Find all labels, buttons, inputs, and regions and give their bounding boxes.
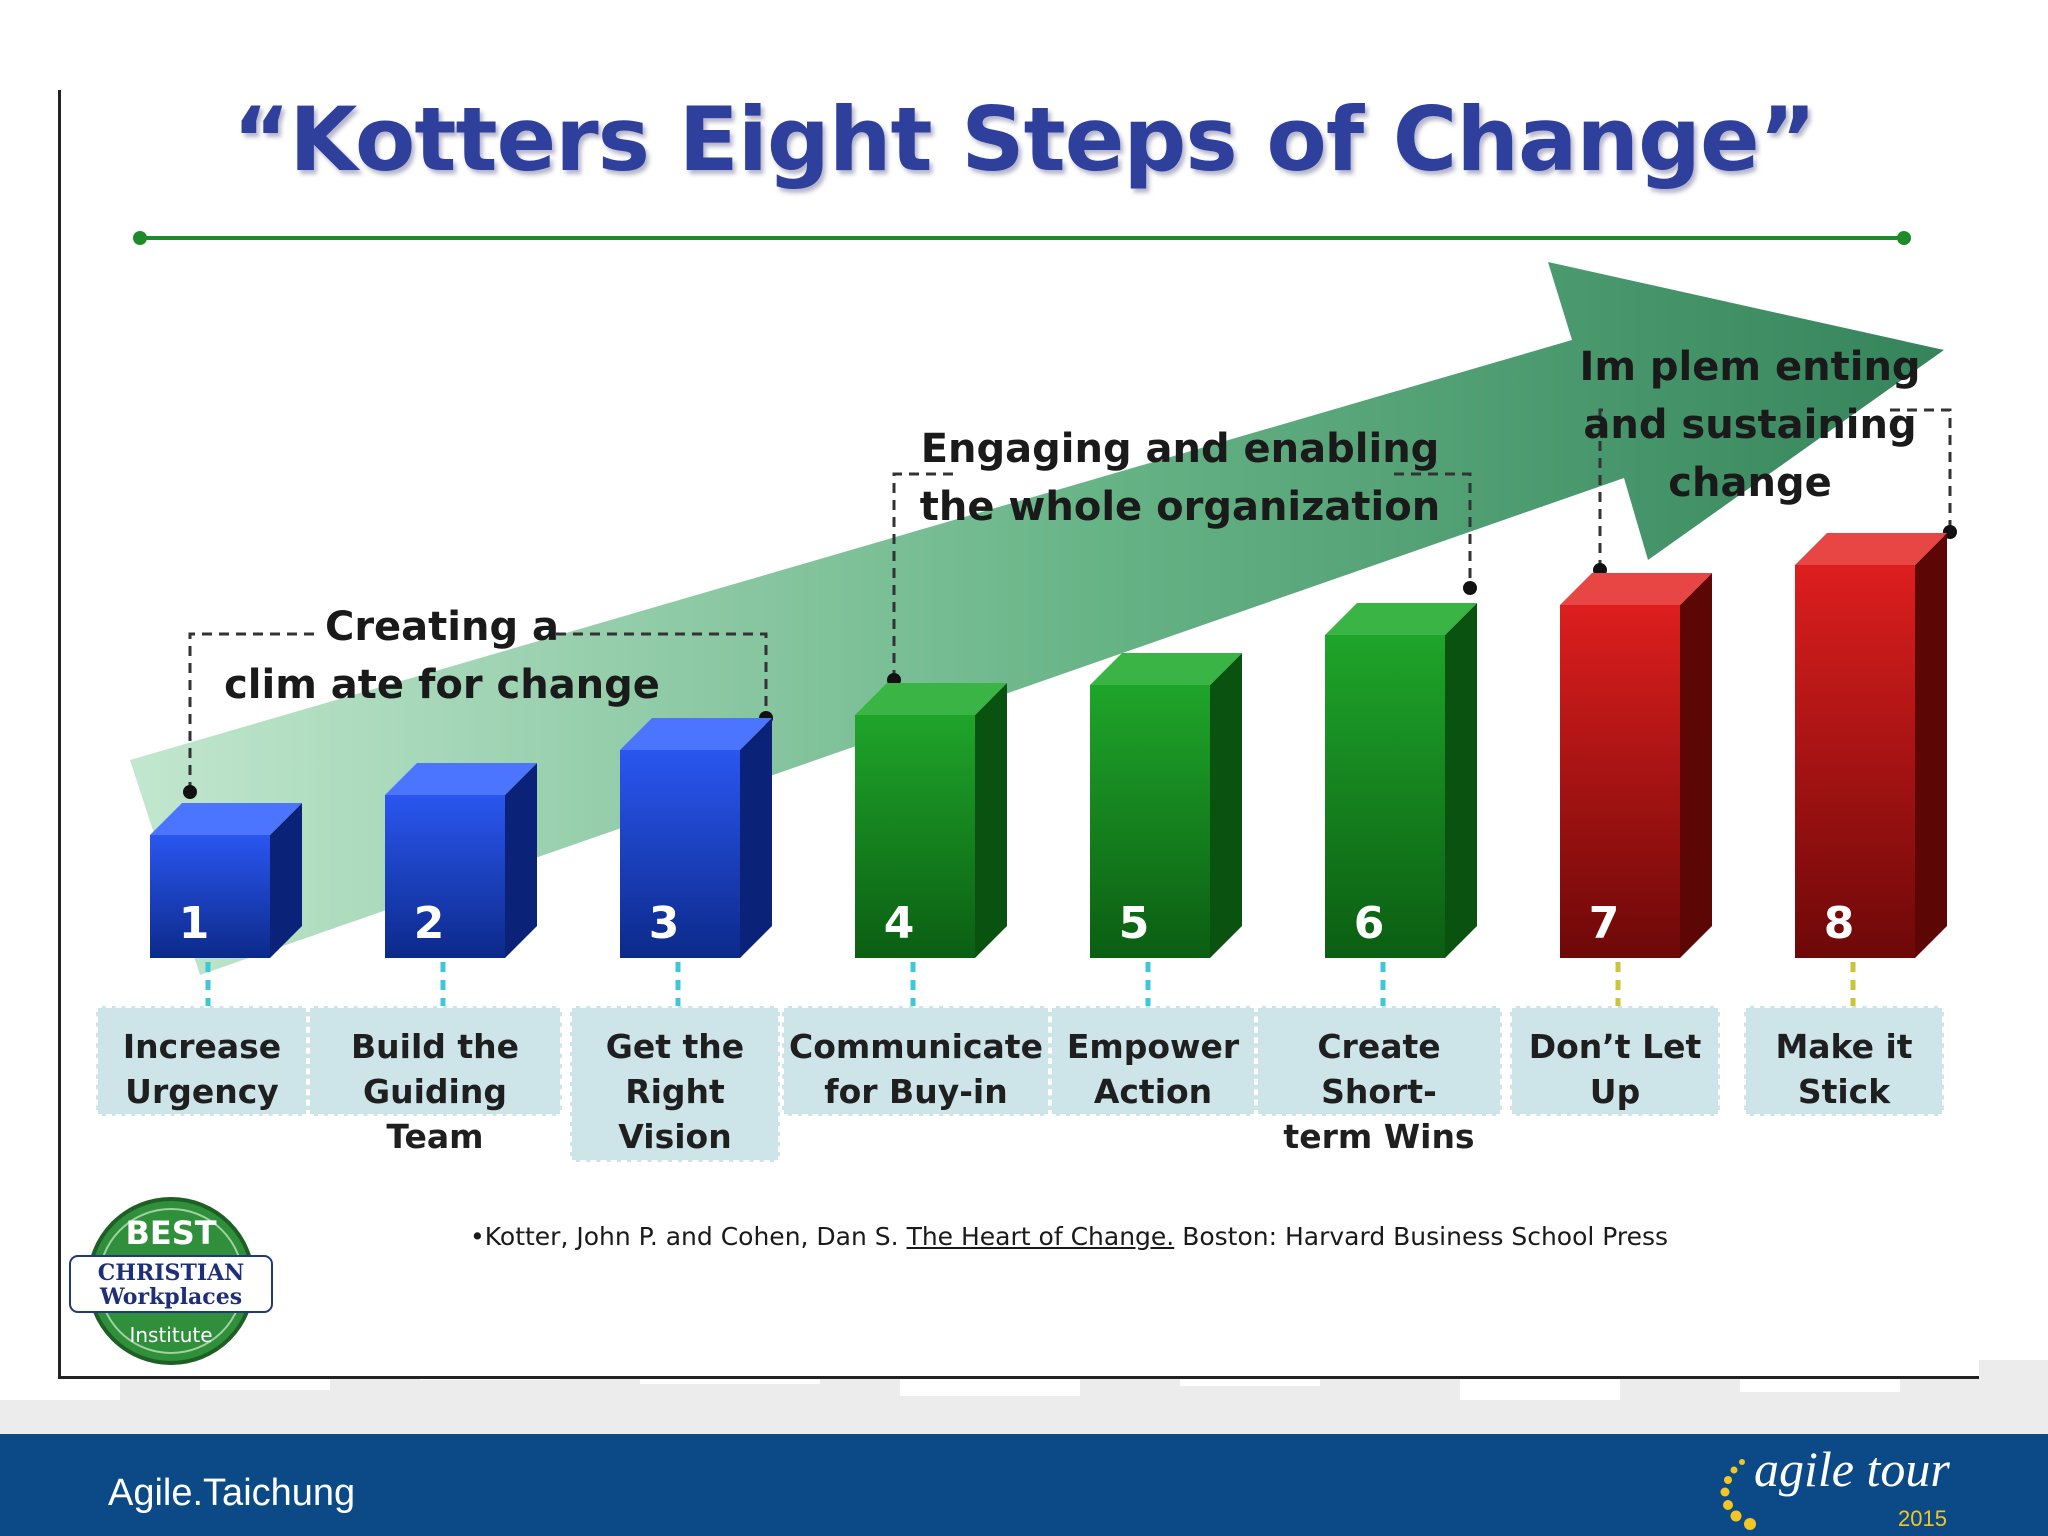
step-bar-5: 5	[1090, 653, 1242, 958]
step-bar-6: 6	[1325, 603, 1477, 958]
group-bracket-3: Im plem enting and sustaining change	[1579, 344, 1957, 577]
step-label-2: Build the Guiding Team	[308, 1006, 562, 1156]
footer-bar: Agile.Taichung agile tour 2015	[0, 1434, 2048, 1536]
agile-tour-logo-year: 2015	[1898, 1506, 1947, 1531]
step-number-1: 1	[179, 898, 210, 949]
group-bracket-1: Creating a clim ate for change	[183, 604, 773, 799]
step-number-2: 2	[414, 898, 445, 949]
step-bar-8: 8	[1795, 533, 1947, 958]
step-label-4: Communicate for Buy-in	[782, 1006, 1050, 1116]
agile-tour-logo-text: agile tour	[1754, 1441, 1950, 1497]
step-label-7: Don’t Let Up	[1510, 1006, 1720, 1116]
footer-event-name: Agile.Taichung	[108, 1472, 356, 1514]
slide-title: “Kotters Eight Steps of Change”	[232, 88, 1816, 191]
progress-arrow	[130, 262, 1944, 975]
step-number-7: 7	[1589, 898, 1620, 949]
step-label-1: Increase Urgency	[96, 1006, 308, 1116]
badge-top: BEST	[125, 1214, 216, 1252]
underline-end-left	[133, 231, 147, 245]
group-label-3-line-3: change	[1668, 460, 1831, 506]
step-label-6: Create Short- term Wins	[1256, 1006, 1502, 1156]
step-number-6: 6	[1354, 898, 1385, 949]
step-bar-3: 3	[620, 718, 772, 958]
badge-line2: Workplaces	[99, 1284, 242, 1310]
group-label-2-line-2: the whole organization	[920, 484, 1440, 530]
group-brackets: Creating a clim ate for change Engaging an…	[183, 344, 1957, 799]
step-number-3: 3	[649, 898, 680, 949]
badge-bottom: Institute	[129, 1323, 212, 1347]
group-label-1-line-1: Creating a	[325, 604, 559, 650]
step-label-5: Empower Action	[1050, 1006, 1256, 1116]
step-label-8: Make it Stick	[1744, 1006, 1944, 1116]
best-christian-workplaces-logo: BEST CHRISTIAN Workplaces Institute	[69, 1197, 273, 1365]
group-label-2-line-1: Engaging and enabling	[921, 426, 1440, 472]
citation-book: The Heart of Change.	[906, 1222, 1175, 1251]
step-number-5: 5	[1119, 898, 1150, 949]
step-bar-7: 7	[1560, 573, 1712, 958]
group-label-1-line-2: clim ate for change	[224, 662, 660, 708]
badge-line1: CHRISTIAN	[98, 1260, 245, 1286]
citation-prefix: Kotter, John P. and Cohen, Dan S.	[484, 1222, 907, 1251]
citation-marker: •	[470, 1222, 485, 1251]
citation-suffix: Boston: Harvard Business School Press	[1174, 1222, 1669, 1251]
step-connectors	[205, 962, 1856, 1008]
step-number-8: 8	[1824, 898, 1855, 949]
citation: •Kotter, John P. and Cohen, Dan S. The H…	[470, 1222, 1668, 1251]
underline-end-right	[1897, 231, 1911, 245]
group-label-3-line-2: and sustaining	[1583, 402, 1916, 448]
step-number-4: 4	[884, 898, 915, 949]
step-bar-2: 2	[385, 763, 537, 958]
step-label-3: Get the Right Vision	[570, 1006, 780, 1162]
group-label-3-line-1: Im plem enting	[1579, 344, 1920, 390]
skyline-background	[0, 1340, 2048, 1436]
step-bar-1: 1	[150, 803, 302, 958]
agile-tour-logo-mark	[1720, 1459, 1756, 1530]
step-bar-4: 4	[855, 683, 1007, 958]
step-bars: 1 2 3 4 5 6 7 8	[150, 533, 1947, 958]
